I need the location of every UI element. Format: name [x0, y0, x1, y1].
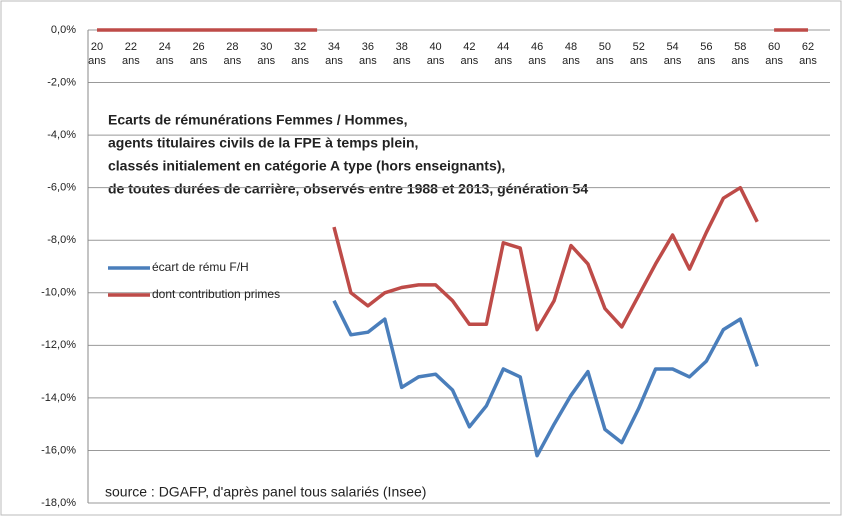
y-tick-label: -6,0% — [47, 182, 76, 194]
x-tick-label: 52 ans — [629, 41, 648, 67]
y-tick-label: -8,0% — [47, 234, 76, 246]
annotation: Ecarts de rémunérations Femmes / Hommes,… — [108, 112, 588, 197]
legend-label: écart de rému F/H — [152, 260, 249, 274]
x-tick-label: 50 ans — [595, 41, 614, 67]
x-tick-label: 58 ans — [731, 41, 750, 67]
source: source : DGAFP, d'après panel tous salar… — [105, 484, 426, 500]
x-tick-label: 56 ans — [697, 41, 716, 67]
x-tick-label: 26 ans — [189, 41, 208, 67]
x-tick-label: 42 ans — [460, 41, 479, 67]
x-tick-label: 20 ans — [88, 41, 106, 67]
y-tick-label: -4,0% — [47, 129, 76, 141]
x-tick-label: 46 ans — [528, 41, 547, 67]
y-tick-label: 0,0% — [51, 24, 76, 36]
x-tick-label: 40 ans — [426, 41, 445, 67]
x-tick-label: 60 ans — [765, 41, 784, 67]
series-line — [332, 185, 759, 332]
y-tick-label: -10,0% — [41, 287, 76, 299]
y-tick-label: -18,0% — [41, 497, 76, 509]
x-tick-label: 30 ans — [257, 41, 276, 67]
x-tick-label: 62 ans — [799, 41, 817, 67]
x-tick-label: 54 ans — [663, 41, 682, 67]
annotation-line: Ecarts de rémunérations Femmes / Hommes, — [108, 112, 408, 128]
x-tick-label: 48 ans — [562, 41, 580, 67]
x-tick-label: 28 ans — [223, 41, 242, 67]
x-tick-label: 36 ans — [358, 41, 377, 67]
annotation-line: agents titulaires civils de la FPE à tem… — [108, 135, 418, 151]
y-tick-label: -16,0% — [41, 444, 76, 456]
x-tick-label: 38 ans — [392, 41, 411, 67]
series-line — [332, 299, 759, 458]
y-tick-label: -14,0% — [41, 392, 76, 404]
x-tick-label: 22 ans — [121, 41, 140, 67]
legend-label: dont contribution primes — [152, 287, 280, 301]
x-tick-label: 44 ans — [494, 41, 513, 67]
y-tick-label: -12,0% — [41, 339, 76, 351]
x-tick-label: 24 ans — [155, 41, 174, 67]
x-tick-label: 32 ans — [291, 41, 310, 67]
y-tick-label: -2,0% — [47, 76, 76, 88]
annotation-line: classés initialement en catégorie A type… — [108, 158, 505, 174]
x-tick-label: 34 ans — [325, 41, 343, 67]
annotation-line: de toutes durées de carrière, observés e… — [108, 181, 588, 197]
